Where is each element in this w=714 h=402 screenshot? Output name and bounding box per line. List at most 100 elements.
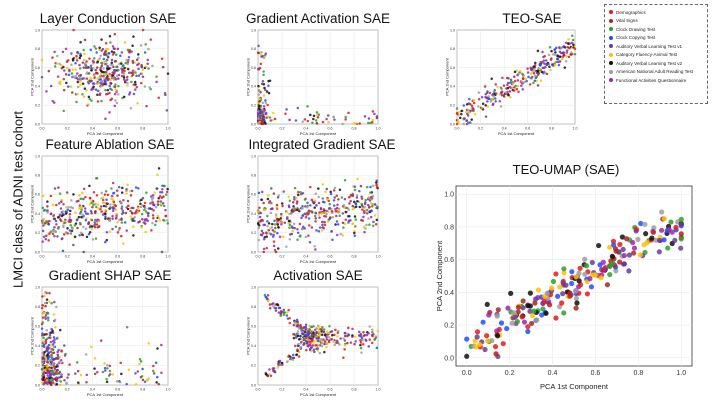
- data-point: [165, 109, 169, 112]
- data-point: [61, 249, 65, 253]
- data-point: [109, 206, 112, 209]
- data-point: [93, 367, 96, 370]
- data-point: [49, 84, 53, 88]
- data-point: [305, 213, 308, 216]
- data-point: [100, 210, 103, 213]
- x-axis-label: PCA 1st Component: [300, 131, 337, 136]
- data-point: [84, 227, 88, 230]
- data-point: [45, 234, 48, 237]
- data-point: [469, 102, 472, 106]
- data-point: [314, 119, 318, 122]
- data-point: [288, 199, 292, 202]
- data-point: [89, 48, 93, 52]
- data-point: [321, 120, 325, 124]
- data-point: [266, 214, 269, 218]
- data-point: [325, 197, 329, 201]
- data-point: [304, 336, 308, 339]
- data-point: [336, 203, 339, 207]
- data-point: [96, 93, 99, 96]
- data-point: [493, 351, 499, 357]
- data-point: [106, 64, 109, 68]
- data-point: [342, 356, 345, 360]
- data-point: [577, 265, 583, 271]
- data-point: [119, 54, 122, 58]
- data-point: [261, 219, 264, 222]
- legend-item: Demographics: [609, 8, 704, 17]
- y-tick-label: 0.6: [251, 66, 256, 70]
- y-axis-label: PCA 2nd Component: [246, 316, 251, 354]
- data-point: [322, 227, 326, 230]
- data-point: [303, 205, 307, 208]
- data-point: [530, 76, 533, 80]
- data-point: [559, 46, 563, 50]
- data-point: [150, 197, 154, 201]
- data-point: [529, 313, 536, 319]
- data-point: [272, 192, 276, 195]
- data-point: [51, 343, 55, 346]
- data-point: [333, 196, 336, 199]
- data-point: [659, 209, 665, 215]
- data-point: [96, 100, 100, 103]
- data-point: [355, 196, 359, 199]
- data-point: [83, 52, 86, 56]
- data-point: [268, 79, 272, 83]
- data-point: [574, 300, 580, 306]
- data-point: [52, 365, 56, 368]
- data-point: [487, 95, 490, 98]
- data-point: [505, 76, 509, 80]
- data-point: [99, 205, 103, 208]
- data-point: [301, 332, 305, 335]
- data-point: [106, 88, 110, 92]
- data-point: [82, 225, 85, 229]
- data-point: [292, 332, 295, 336]
- data-point: [44, 340, 48, 344]
- data-point: [556, 54, 559, 57]
- x-axis-label: PCA 1st Component: [300, 392, 337, 397]
- data-point: [342, 337, 345, 340]
- data-point: [71, 57, 75, 61]
- data-point: [617, 259, 623, 265]
- y-tick-label: 1.0: [35, 154, 40, 158]
- data-point: [48, 232, 51, 235]
- data-point: [314, 248, 317, 251]
- x-tick-label: 0.0: [40, 127, 45, 131]
- data-point: [319, 207, 323, 210]
- data-point: [361, 208, 364, 211]
- data-point: [633, 226, 640, 233]
- data-point: [83, 207, 87, 210]
- data-point: [259, 211, 263, 215]
- data-point: [267, 222, 271, 225]
- data-point: [144, 43, 148, 46]
- data-point: [295, 196, 298, 200]
- data-point: [105, 67, 109, 70]
- data-point: [143, 201, 147, 205]
- data-point: [166, 222, 170, 225]
- data-point: [276, 223, 280, 226]
- data-point: [462, 122, 465, 126]
- data-point: [607, 271, 613, 278]
- data-point: [49, 344, 53, 347]
- data-point: [365, 333, 369, 337]
- data-point: [525, 303, 531, 309]
- data-point: [44, 356, 47, 359]
- x-axis-label: PCA 1st Component: [300, 259, 337, 264]
- data-point: [297, 325, 300, 328]
- data-point: [110, 58, 114, 62]
- data-point: [96, 218, 99, 221]
- data-point: [369, 215, 373, 219]
- data-point: [295, 208, 299, 212]
- data-point: [292, 205, 295, 208]
- data-point: [543, 310, 549, 316]
- data-point: [607, 244, 613, 250]
- data-point: [96, 89, 100, 93]
- data-point: [257, 44, 260, 48]
- y-tick-label: 0.2: [35, 103, 40, 107]
- data-point: [68, 213, 72, 216]
- data-point: [48, 367, 51, 371]
- data-point: [108, 373, 112, 376]
- data-point: [360, 336, 364, 340]
- data-point: [110, 194, 114, 198]
- data-point: [120, 207, 123, 210]
- data-point: [317, 230, 321, 233]
- data-point: [300, 227, 304, 231]
